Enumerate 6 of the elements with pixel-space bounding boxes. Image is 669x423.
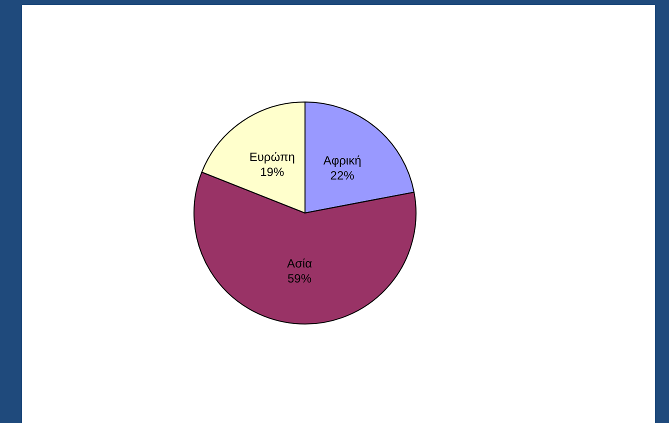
data-label: 22% (330, 168, 355, 182)
data-label: 19% (260, 165, 284, 180)
data-label: 59% (287, 272, 312, 286)
slice-label: Ευρώπη (249, 150, 295, 164)
slice-label: Ασία (286, 256, 312, 271)
slice-label: Αφρική (323, 153, 362, 168)
